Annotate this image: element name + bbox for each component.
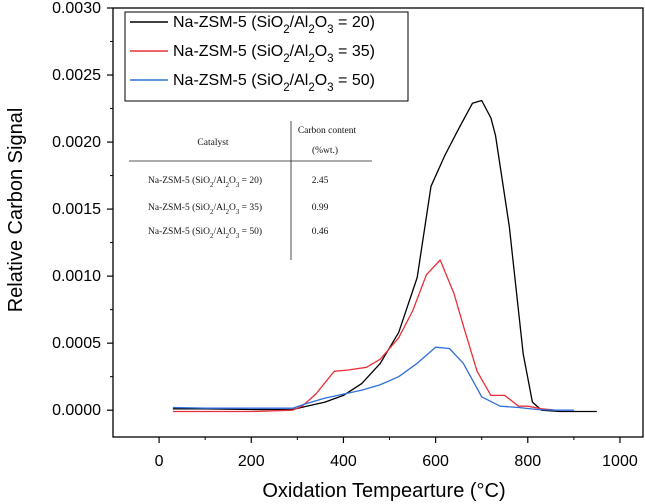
series-line-3 — [172, 346, 574, 411]
text-segment: /Al — [213, 203, 226, 213]
subscript: 2 — [226, 209, 230, 216]
subscript: 2 — [210, 182, 214, 189]
text-segment: = 35) — [239, 202, 262, 213]
text-segment: O — [229, 227, 236, 237]
subscript: 3 — [327, 82, 333, 94]
x-tick-label: 800 — [514, 453, 541, 470]
y-tick-label: 0.0010 — [52, 268, 101, 285]
legend-label-1: Na-ZSM-5 (SiO2/Al2O3 = 20) — [173, 14, 375, 36]
text-segment: Na-ZSM-5 (SiO — [173, 43, 283, 60]
table-value-1: 2.45 — [312, 176, 329, 186]
subscript: 2 — [226, 233, 230, 240]
text-segment: /Al — [213, 227, 226, 237]
table-value-3: 0.46 — [312, 227, 329, 237]
legend-label-2: Na-ZSM-5 (SiO2/Al2O3 = 35) — [173, 43, 375, 65]
series-line-2 — [172, 259, 556, 413]
text-segment: Na-ZSM-5 (SiO — [173, 72, 283, 89]
subscript: 2 — [308, 53, 314, 65]
x-axis: 0 200 400 600 800 1000 — [155, 437, 638, 470]
plot-border — [112, 7, 644, 438]
text-segment: O — [229, 203, 236, 213]
series-line-1 — [172, 99, 597, 413]
plot-area — [112, 7, 644, 438]
table-catalyst-3: Na-ZSM-5 (SiO2/Al2O3 = 50) — [148, 226, 262, 240]
x-tick-label: 0 — [155, 453, 164, 470]
subscript: 3 — [236, 182, 240, 189]
table-header-catalyst: Catalyst — [197, 138, 228, 148]
text-segment: O — [315, 72, 327, 89]
table-header-unit: (%wt.) — [312, 145, 338, 156]
text-segment: O — [229, 176, 236, 186]
table-catalyst-1: Na-ZSM-5 (SiO2/Al2O3 = 20) — [148, 175, 262, 189]
subscript: 2 — [283, 24, 289, 36]
text-segment: Na-ZSM-5 (SiO — [148, 226, 210, 237]
x-tick-label: 400 — [330, 453, 357, 470]
text-segment: /Al — [290, 43, 309, 60]
table-catalyst-2: Na-ZSM-5 (SiO2/Al2O3 = 35) — [148, 202, 262, 216]
subscript: 2 — [308, 24, 314, 36]
text-segment: /Al — [213, 176, 226, 186]
legend-box — [124, 11, 409, 102]
series-layer — [172, 99, 597, 413]
y-tick-label: 0.0000 — [52, 402, 101, 419]
subscript: 2 — [283, 82, 289, 94]
text-segment: = 35) — [334, 43, 375, 60]
table-value-2: 0.99 — [312, 203, 329, 213]
legend: Na-ZSM-5 (SiO2/Al2O3 = 20)Na-ZSM-5 (SiO2… — [124, 11, 409, 102]
x-tick-label: 600 — [422, 453, 449, 470]
y-axis: 0.0000 0.0005 0.0010 0.0015 0.0020 0.0025 0.00… — [52, 0, 113, 419]
text-segment: /Al — [290, 72, 309, 89]
subscript: 2 — [226, 182, 230, 189]
text-segment: = 50) — [239, 226, 262, 237]
text-segment: O — [315, 43, 327, 60]
text-segment: = 50) — [334, 72, 375, 89]
y-tick-label: 0.0015 — [52, 201, 101, 218]
text-segment: = 20) — [239, 175, 262, 186]
subscript: 2 — [210, 233, 214, 240]
text-segment: Na-ZSM-5 (SiO — [173, 14, 283, 31]
y-tick-label: 0.0005 — [52, 335, 101, 352]
subscript: 2 — [210, 209, 214, 216]
table-header-carbon: Carbon content — [298, 126, 357, 136]
subscript: 3 — [236, 233, 240, 240]
text-segment: = 20) — [334, 14, 375, 31]
x-tick-label: 200 — [238, 453, 265, 470]
text-segment: Na-ZSM-5 (SiO — [148, 175, 210, 186]
y-tick-label: 0.0020 — [52, 134, 101, 151]
x-tick-label: 1000 — [602, 453, 638, 470]
x-axis-title: Oxidation Tempearture (°C) — [262, 480, 505, 502]
subscript: 2 — [308, 82, 314, 94]
y-axis-title: Relative Carbon Signal — [5, 108, 27, 313]
subscript: 3 — [327, 24, 333, 36]
subscript: 3 — [327, 53, 333, 65]
text-segment: Na-ZSM-5 (SiO — [148, 202, 210, 213]
y-tick-label: 0.0030 — [52, 0, 101, 17]
subscript: 3 — [236, 209, 240, 216]
legend-label-3: Na-ZSM-5 (SiO2/Al2O3 = 50) — [173, 72, 375, 94]
text-segment: /Al — [290, 14, 309, 31]
inset-table: Catalyst Carbon content (%wt.) Na-ZSM-5 (Si… — [129, 121, 372, 260]
y-tick-label: 0.0025 — [52, 67, 101, 84]
text-segment: O — [315, 14, 327, 31]
subscript: 2 — [283, 53, 289, 65]
